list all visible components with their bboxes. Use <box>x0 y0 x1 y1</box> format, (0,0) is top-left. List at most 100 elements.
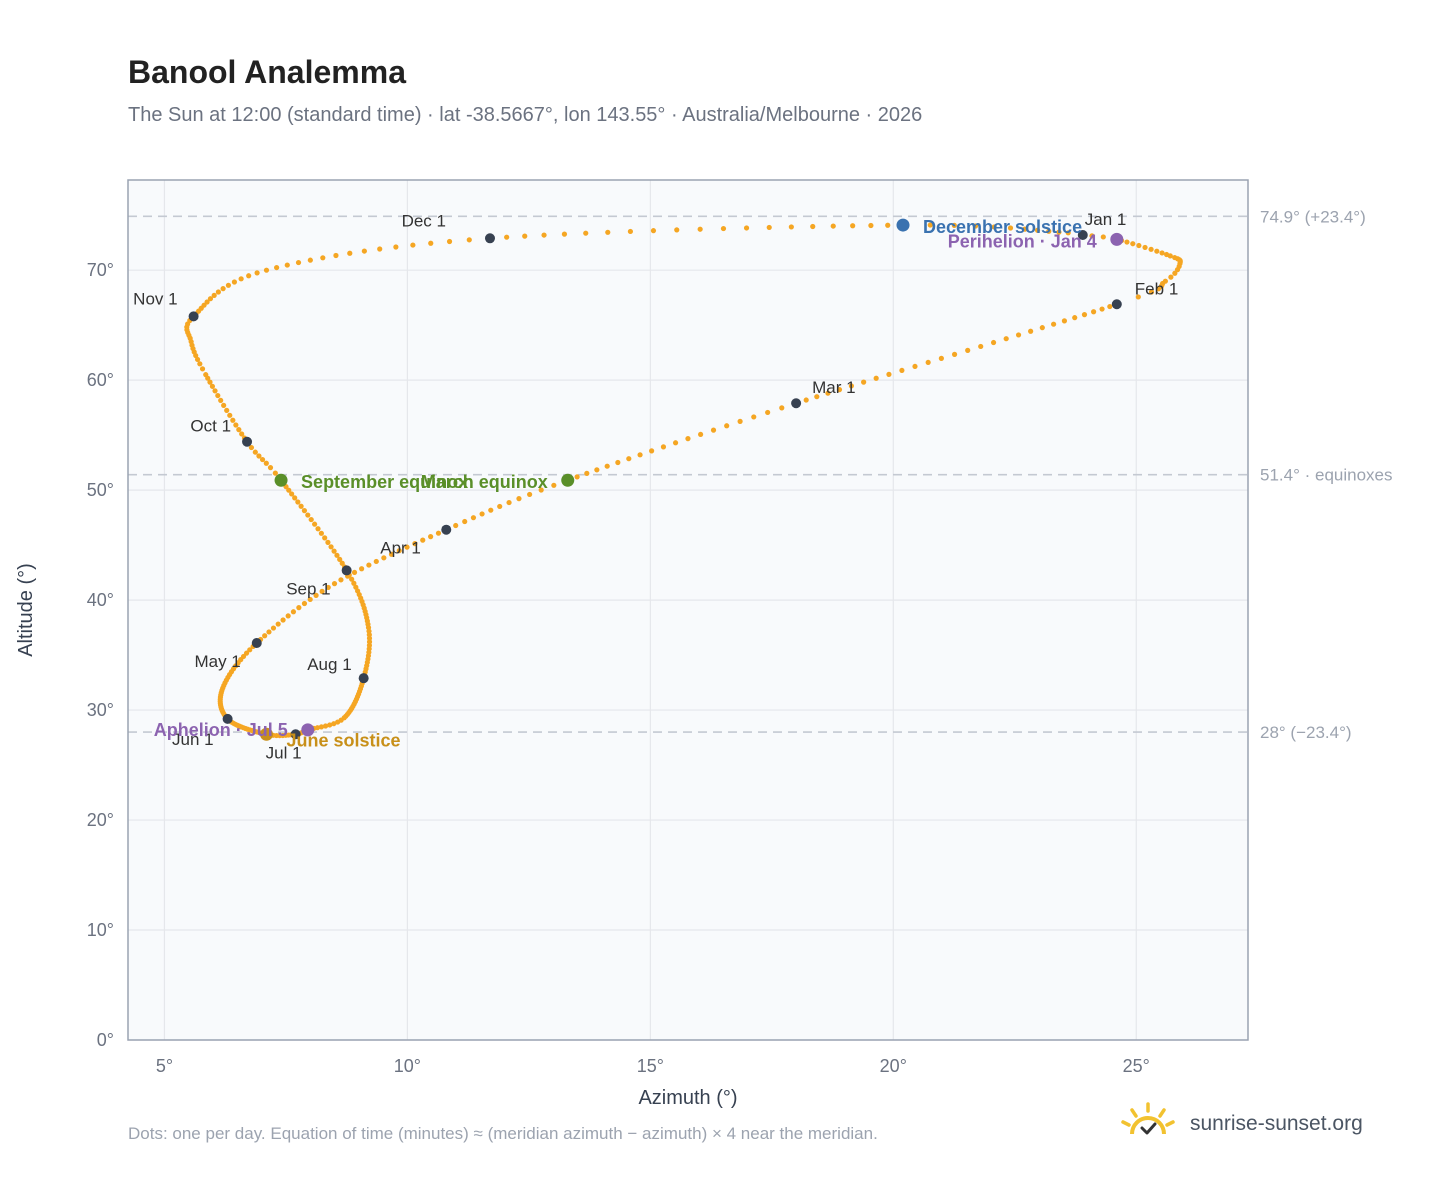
event-label: Aphelion · Jul 5 <box>154 720 288 740</box>
chart-subtitle: The Sun at 12:00 (standard time) · lat -… <box>128 104 923 126</box>
day-dot <box>218 397 224 404</box>
month-marker-label: Nov 1 <box>133 289 177 308</box>
day-dot <box>848 383 854 389</box>
day-dot <box>1061 318 1068 324</box>
day-dot <box>1168 274 1174 280</box>
day-dot <box>743 225 750 231</box>
day-dot <box>886 371 892 377</box>
day-dot <box>938 355 944 361</box>
day-dot <box>290 609 297 615</box>
day-dot <box>672 440 679 446</box>
x-axis-label: Azimuth (°) <box>638 1087 737 1109</box>
day-dot <box>516 495 522 502</box>
day-dot <box>230 417 236 423</box>
day-dot <box>899 367 905 374</box>
event-label: Perihelion · Jan 4 <box>948 231 1097 251</box>
x-tick-label: 10° <box>394 1056 421 1076</box>
day-dot <box>604 463 610 469</box>
day-dot <box>978 343 984 350</box>
day-dot <box>446 238 453 245</box>
day-dot <box>951 222 957 228</box>
day-dot <box>1022 226 1028 232</box>
chart-title: Banool Analemma <box>128 54 406 90</box>
day-dot <box>1167 253 1173 259</box>
month-marker <box>251 637 262 648</box>
event-marker <box>259 727 273 741</box>
day-dot <box>605 229 611 235</box>
month-marker <box>188 311 199 322</box>
brand-name[interactable]: sunrise-sunset.org <box>1190 1112 1363 1135</box>
day-dot <box>803 397 809 403</box>
day-dot <box>325 539 331 545</box>
month-marker-label: Sep 1 <box>286 579 330 598</box>
month-markers: Jan 1 Feb 1 Mar 1 Apr 1 May 1 Jun 1 Jul 1 Aug 1… <box>133 210 1178 762</box>
day-dot <box>788 224 794 230</box>
y-tick-label: 10° <box>87 920 114 940</box>
day-dot <box>584 470 590 476</box>
day-dot <box>685 436 691 442</box>
day-dot <box>334 552 340 558</box>
day-dot <box>466 237 472 243</box>
day-dot <box>462 518 468 525</box>
day-dot <box>349 576 355 582</box>
day-dot <box>435 530 442 536</box>
y-tick-label: 0° <box>97 1030 114 1050</box>
day-dot <box>488 507 494 513</box>
day-dot <box>266 629 272 635</box>
day-dot <box>1039 325 1045 331</box>
day-dot <box>1065 230 1071 236</box>
day-dot <box>1072 315 1078 321</box>
day-dot <box>1159 250 1165 256</box>
x-tick-label: 25° <box>1123 1056 1150 1076</box>
reference-line-label: 74.9° (+23.4°) <box>1260 207 1366 226</box>
sun-check-icon <box>1121 1102 1175 1135</box>
day-dot <box>861 379 867 385</box>
day-dot <box>351 580 357 586</box>
day-dot <box>674 227 680 233</box>
day-dot <box>830 223 836 229</box>
day-dot <box>238 276 244 282</box>
day-dot <box>337 556 343 562</box>
reference-line-label: 28° (−23.4°) <box>1260 723 1352 742</box>
day-dot <box>308 516 314 523</box>
day-dot <box>927 222 933 228</box>
day-dot <box>615 459 621 466</box>
day-dot <box>814 394 820 400</box>
day-dot <box>1028 328 1034 334</box>
day-dot <box>541 232 547 238</box>
day-dot <box>331 581 338 587</box>
day-dot <box>211 292 217 298</box>
day-dot <box>377 246 383 252</box>
month-marker-label: Jun 1 <box>172 730 214 749</box>
event-label: December solstice <box>923 217 1082 237</box>
day-dot <box>810 223 816 230</box>
day-dot <box>322 723 329 729</box>
day-dot <box>361 248 367 254</box>
day-dot <box>868 222 874 229</box>
day-dot <box>697 226 703 232</box>
day-dot <box>1015 332 1022 338</box>
brand-logo[interactable]: sunrise-sunset.org <box>1120 1100 1390 1150</box>
day-dot <box>412 541 418 547</box>
day-dot <box>328 544 334 550</box>
day-dot <box>1051 321 1057 327</box>
day-dot <box>765 409 771 416</box>
day-dot <box>285 613 291 619</box>
day-dot <box>396 548 402 554</box>
day-dot <box>1130 241 1136 247</box>
day-dot <box>339 560 345 566</box>
day-dot <box>1155 286 1162 292</box>
day-dot <box>275 621 281 627</box>
day-dot <box>1100 234 1106 240</box>
event-marker <box>301 723 315 737</box>
day-dot <box>312 521 318 527</box>
day-dot <box>1007 225 1014 231</box>
day-dot <box>951 351 958 357</box>
day-dot <box>538 487 544 493</box>
day-dot <box>850 223 856 229</box>
day-dot <box>248 444 255 451</box>
day-dot <box>347 250 353 256</box>
day-dot <box>207 379 213 385</box>
